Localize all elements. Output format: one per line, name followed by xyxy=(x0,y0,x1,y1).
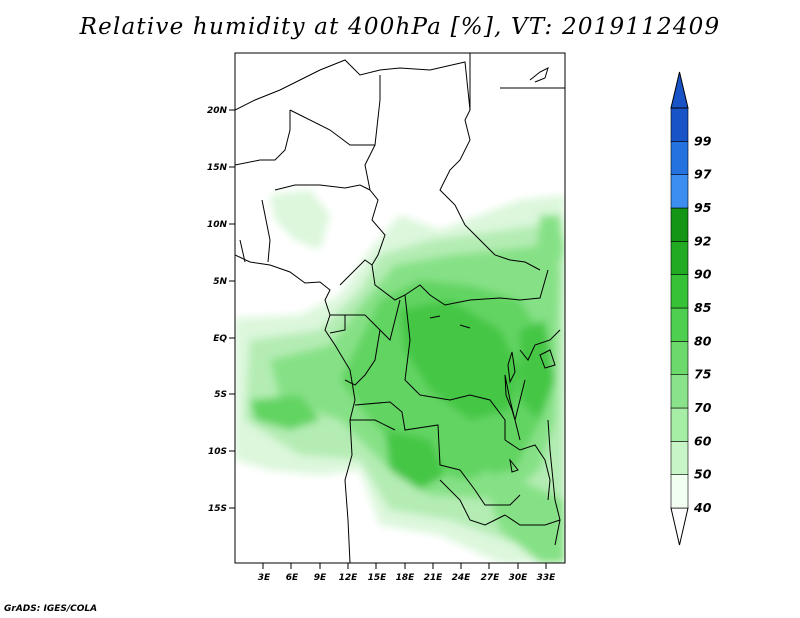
colorbar-label: 50 xyxy=(694,467,712,482)
colorbar-cell xyxy=(670,274,689,309)
lon-label: 27E xyxy=(481,573,501,583)
lat-label: 20N xyxy=(207,106,228,116)
lon-label: 30E xyxy=(509,573,529,583)
colorbar-cell xyxy=(670,141,689,175)
colorbar-cell xyxy=(670,241,689,275)
lon-label: 33E xyxy=(537,573,557,583)
credit-text: GrADS: IGES/COLA xyxy=(4,604,98,614)
lon-label: 24E xyxy=(452,573,472,583)
colorbar-label: 80 xyxy=(694,333,712,348)
latitude-axis: 20N 15N 10N 5N EQ 5S 10S 15S xyxy=(207,106,235,514)
colorbar-cell xyxy=(670,107,689,142)
lon-label: 15E xyxy=(368,573,388,583)
colorbar-label: 75 xyxy=(694,367,712,382)
lat-label: 10S xyxy=(208,447,227,457)
lon-label: 21E xyxy=(424,573,444,583)
country-borders xyxy=(235,53,565,563)
colorbar-upper-arrow xyxy=(670,71,689,109)
colorbar-label: 92 xyxy=(694,233,711,248)
lon-label: 3E xyxy=(258,573,271,583)
colorbar-cell xyxy=(670,441,689,475)
lon-label: 18E xyxy=(396,573,416,583)
lon-label: 6E xyxy=(286,573,299,583)
colorbar-label: 85 xyxy=(694,300,712,315)
map-title: Relative humidity at 400hPa [%], VT: 201… xyxy=(79,14,721,40)
lat-label: 15S xyxy=(208,504,227,514)
colorbar-label: 99 xyxy=(694,133,712,148)
colorbar-label: 95 xyxy=(694,200,712,215)
lat-label: 15N xyxy=(207,163,228,173)
colorbar-label: 40 xyxy=(693,500,712,515)
map-frame xyxy=(234,52,566,564)
colorbar: 40 50 60 70 75 80 85 90 92 95 97 99 xyxy=(670,71,712,546)
colorbar-label: 60 xyxy=(694,433,712,448)
lat-label: 10N xyxy=(207,220,228,230)
colorbar-cell xyxy=(670,174,689,209)
colorbar-label: 70 xyxy=(694,400,712,415)
colorbar-lower-arrow xyxy=(670,507,689,546)
lat-label: EQ xyxy=(213,334,227,344)
lat-label: 5S xyxy=(214,390,227,400)
lon-label: 12E xyxy=(339,573,359,583)
colorbar-cell xyxy=(670,207,689,242)
colorbar-cell xyxy=(670,474,689,509)
colorbar-cell xyxy=(670,407,689,442)
colorbar-cell xyxy=(670,307,689,342)
lon-label: 9E xyxy=(314,573,327,583)
lat-label: 5N xyxy=(213,277,227,287)
longitude-axis: 3E 6E 9E 12E 15E 18E 21E 24E 27E 30E 33E xyxy=(258,563,556,583)
colorbar-cell xyxy=(670,374,689,409)
humidity-field xyxy=(235,190,565,563)
colorbar-cell xyxy=(670,341,689,375)
colorbar-label: 97 xyxy=(694,167,712,182)
colorbar-label: 90 xyxy=(694,267,712,282)
